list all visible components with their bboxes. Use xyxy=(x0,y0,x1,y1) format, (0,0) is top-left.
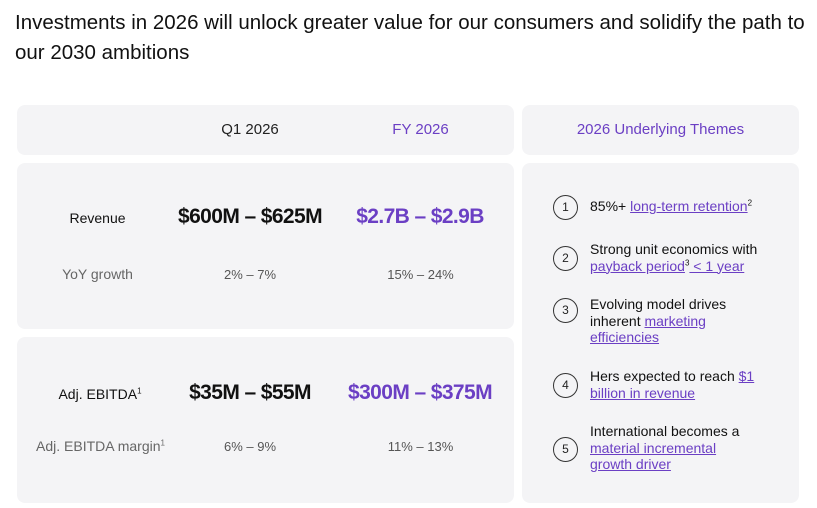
theme-1-footnote: 2 xyxy=(747,198,753,208)
theme-5-link[interactable]: material incremental growth driver xyxy=(590,439,717,473)
ebitda-panel xyxy=(17,337,514,503)
theme-2-pre: Strong unit economics with xyxy=(590,241,758,257)
revenue-label: Revenue xyxy=(69,210,126,226)
theme-number-2: 2 xyxy=(553,246,578,271)
ebitda-fy-margin: 11% – 13% xyxy=(387,439,454,454)
theme-item-2: Strong unit economics with payback perio… xyxy=(590,241,775,274)
themes-header-panel xyxy=(522,105,799,155)
ebitda-margin-label-text: Adj. EBITDA margin xyxy=(36,438,161,454)
theme-2-post: < 1 year xyxy=(689,257,745,274)
theme-number-1: 1 xyxy=(553,195,578,220)
theme-1-pre: 85%+ xyxy=(590,198,631,214)
ebitda-label: Adj. EBITDA1 xyxy=(40,386,160,402)
ebitda-margin-footnote: 1 xyxy=(160,438,165,448)
theme-item-4: Hers expected to reach $1 billion in rev… xyxy=(590,368,755,401)
theme-4-pre: Hers expected to reach xyxy=(590,368,739,384)
q1-column-header: Q1 2026 xyxy=(221,121,279,138)
theme-number-4: 4 xyxy=(553,373,578,398)
ebitda-label-footnote: 1 xyxy=(137,386,142,396)
theme-4-link[interactable]: $1 billion in revenue xyxy=(590,368,755,401)
theme-5-pre: International becomes a xyxy=(590,423,740,439)
fy-column-header: FY 2026 xyxy=(392,121,449,138)
page-title: Investments in 2026 will unlock greater … xyxy=(15,11,805,64)
ebitda-margin-label: Adj. EBITDA margin1 xyxy=(28,438,173,454)
theme-2-footnote: 3 xyxy=(684,257,690,267)
theme-number-5: 5 xyxy=(553,437,578,462)
themes-header: 2026 Underlying Themes xyxy=(576,121,745,138)
theme-item-5: International becomes a material increme… xyxy=(590,423,760,473)
theme-3-link[interactable]: marketing efficiencies xyxy=(590,312,706,346)
ebitda-fy-value: $300M – $375M xyxy=(348,381,493,404)
revenue-fy-growth: 15% – 24% xyxy=(387,267,454,282)
table-header-panel xyxy=(17,105,514,155)
theme-3-pre: Evolving model drives inherent xyxy=(590,296,727,329)
revenue-fy-value: $2.7B – $2.9B xyxy=(356,205,484,228)
theme-2-link[interactable]: payback period xyxy=(590,257,685,274)
theme-1-link[interactable]: long-term retention xyxy=(630,198,748,214)
ebitda-q1-value: $35M – $55M xyxy=(189,381,311,404)
ebitda-q1-margin: 6% – 9% xyxy=(223,439,277,454)
revenue-panel xyxy=(17,163,514,329)
ebitda-label-text: Adj. EBITDA xyxy=(58,386,138,402)
theme-item-1: 85%+ long-term retention2 xyxy=(590,198,790,215)
theme-item-3: Evolving model drives inherent marketing… xyxy=(590,296,740,346)
theme-number-3: 3 xyxy=(553,298,578,323)
revenue-q1-growth: 2% – 7% xyxy=(223,267,277,282)
yoy-growth-label: YoY growth xyxy=(62,266,133,282)
revenue-q1-value: $600M – $625M xyxy=(178,205,323,228)
